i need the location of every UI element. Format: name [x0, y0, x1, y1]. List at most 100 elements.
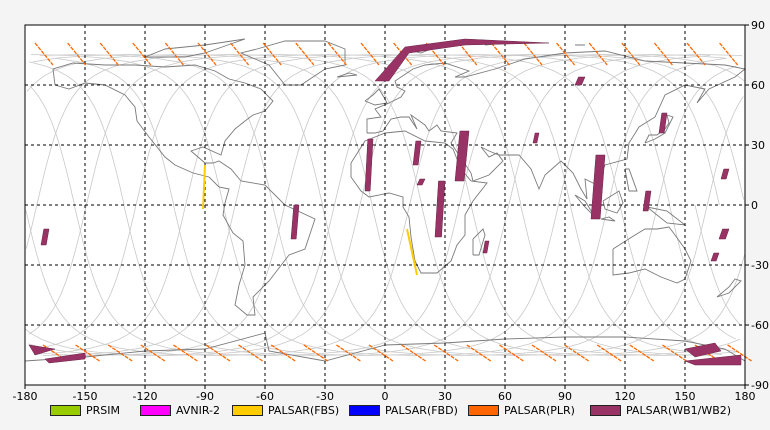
- legend-label-palsar-fbd: PALSAR(FBD): [385, 403, 458, 417]
- plr-track-north: [327, 42, 347, 66]
- x-tick-label: 90: [558, 390, 572, 400]
- map-frame: [24, 24, 746, 386]
- wb-swath-antarctic: [28, 344, 56, 356]
- coastline: [336, 72, 358, 78]
- plr-track-north: [719, 42, 739, 66]
- legend-label-avnir2: AVNIR-2: [176, 403, 220, 417]
- graticule-grid: [25, 25, 745, 385]
- x-axis-ticks: -180 -150 -120 -90 -60 -30 0 30 60 90 120 150 180: [13, 385, 756, 400]
- wb-swath: [40, 228, 50, 246]
- legend: PRSIM AVNIR-2 PALSAR(FBS) PALSAR(FBD) PA…: [0, 400, 770, 422]
- plr-track-north: [164, 42, 184, 66]
- coastline: [52, 62, 316, 316]
- orbit-track: [25, 54, 745, 356]
- y-tick-label: 0: [751, 199, 758, 212]
- y-axis-ticks: 90 60 30 0 -30 -60 -90: [745, 19, 769, 392]
- legend-swatch-palsar-wb: [590, 404, 621, 416]
- x-tick-label: 150: [675, 390, 696, 400]
- legend-swatch-avnir2: [140, 404, 171, 416]
- fbs-track: [202, 164, 206, 210]
- legend-swatch-palsar-fbs: [232, 404, 263, 416]
- wb-swath: [290, 204, 300, 240]
- wb-swath: [710, 252, 720, 262]
- wb-swath: [482, 240, 490, 254]
- x-tick-label: -120: [133, 390, 158, 400]
- y-tick-label: 60: [751, 79, 765, 92]
- orbit-track: [42, 54, 723, 356]
- orbit-track: [39, 54, 727, 356]
- legend-item-palsar-wb: PALSAR(WB1/WB2): [590, 400, 731, 420]
- orbit-track: [32, 54, 737, 356]
- plr-track-north: [686, 42, 706, 66]
- x-tick-label: -180: [13, 390, 38, 400]
- wb-swath: [718, 228, 730, 240]
- orbit-track: [30, 54, 711, 356]
- x-tick-label: 120: [615, 390, 636, 400]
- y-tick-label: -90: [751, 379, 769, 392]
- y-tick-label: 90: [751, 19, 765, 32]
- plr-track-north: [360, 42, 380, 66]
- wb-swath: [720, 168, 730, 180]
- coastline: [644, 114, 674, 144]
- coastline: [144, 38, 246, 58]
- wb-swath: [364, 138, 374, 192]
- palsar-plr-tracks: [34, 42, 752, 362]
- legend-label-palsar-plr: PALSAR(PLR): [504, 403, 575, 417]
- x-tick-label: -30: [316, 390, 334, 400]
- plr-track-north: [425, 42, 445, 66]
- legend-item-prsim: PRSIM: [50, 400, 120, 420]
- palsar-fbs-tracks: [202, 164, 418, 276]
- coastline: [600, 216, 616, 222]
- wb-swath-antarctic: [684, 342, 722, 358]
- coastline: [472, 228, 486, 256]
- legend-label-palsar-fbs: PALSAR(FBS): [268, 403, 340, 417]
- legend-label-palsar-wb: PALSAR(WB1/WB2): [626, 403, 732, 417]
- y-tick-label: -30: [751, 259, 769, 272]
- plr-track-north: [621, 42, 641, 66]
- orbit-track: [28, 54, 726, 356]
- plr-track-north: [490, 42, 510, 66]
- wb-swath: [574, 76, 586, 86]
- fbs-track: [406, 228, 418, 276]
- palsar-wb-swaths: [28, 38, 742, 366]
- plr-track-north: [556, 42, 576, 66]
- legend-item-avnir2: AVNIR-2: [140, 400, 220, 420]
- plr-track-north: [67, 42, 87, 66]
- plr-track-north: [523, 42, 543, 66]
- x-tick-label: -90: [196, 390, 214, 400]
- plr-track-north: [653, 42, 673, 66]
- plr-track-north: [262, 42, 282, 66]
- x-tick-label: 30: [438, 390, 452, 400]
- coastline: [624, 168, 638, 192]
- legend-swatch-prsim: [50, 404, 81, 416]
- orbit-tracks: [25, 54, 746, 356]
- plr-track-north: [588, 42, 608, 66]
- y-tick-label: -60: [751, 319, 769, 332]
- plr-track-north: [295, 42, 315, 66]
- legend-swatch-palsar-plr: [468, 404, 499, 416]
- legend-item-palsar-fbs: PALSAR(FBS): [232, 400, 339, 420]
- coastline: [350, 130, 488, 274]
- wb-swath: [434, 180, 446, 238]
- wb-swath: [416, 178, 426, 186]
- coastline: [716, 278, 742, 298]
- plr-track-north: [393, 42, 413, 66]
- coverage-map: -180 -150 -120 -90 -60 -30 0 30 60 90 120 150 180 90…: [13, 19, 769, 400]
- wb-swath: [532, 132, 540, 144]
- wb-swath: [658, 112, 668, 134]
- orbit-track: [33, 54, 714, 356]
- wb-swath: [454, 130, 470, 182]
- legend-item-palsar-fbd: PALSAR(FBD): [349, 400, 458, 420]
- x-tick-label: -150: [73, 390, 98, 400]
- orbit-track: [26, 54, 744, 356]
- orbit-track: [54, 54, 743, 356]
- legend-label-prsim: PRSIM: [86, 403, 120, 417]
- wb-swath-antarctic: [684, 354, 742, 366]
- wb-swath-arctic: [374, 38, 550, 82]
- wb-swath-antarctic: [44, 352, 86, 364]
- x-tick-label: 0: [382, 390, 389, 400]
- plr-track-north: [34, 42, 54, 66]
- y-tick-label: 30: [751, 139, 765, 152]
- plr-track-north: [197, 42, 217, 66]
- plr-track-north: [99, 42, 119, 66]
